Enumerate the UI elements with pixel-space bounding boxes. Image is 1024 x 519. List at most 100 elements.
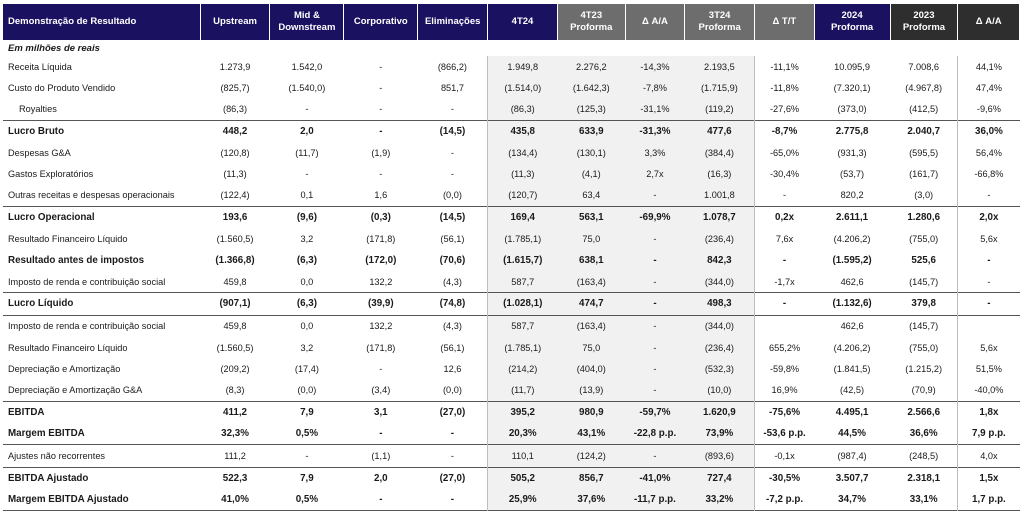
cell-value: (1.785,1) xyxy=(487,228,558,250)
cell-value: 980,9 xyxy=(557,401,626,424)
cell-value: (1,1) xyxy=(371,450,391,461)
cell-value: - xyxy=(625,358,685,380)
cell-value: -31,3% xyxy=(625,120,685,143)
cell-value: (122,4) xyxy=(220,190,250,201)
cell-value: (14,5) xyxy=(439,212,466,224)
cell-value: 7.008,6 xyxy=(908,61,939,72)
cell-value: (412,5) xyxy=(909,104,939,115)
cell-value: -9,6% xyxy=(957,98,1020,121)
cell-value: 2,0 xyxy=(374,472,388,484)
cell-value: (70,9) xyxy=(911,385,936,396)
cell-value: 4.495,1 xyxy=(835,406,869,418)
cell-value: 2,0 xyxy=(300,126,314,138)
cell-value: (214,2) xyxy=(487,358,558,380)
cell-value: (0,0) xyxy=(297,385,317,396)
cell-value: 63,4 xyxy=(557,184,626,207)
cell-value: (1.215,2) xyxy=(905,363,943,374)
cell-value: (248,5) xyxy=(909,450,939,461)
cell-value: - xyxy=(957,249,1020,271)
cell-value: 727,4 xyxy=(684,467,755,489)
header-col: Upstream xyxy=(200,4,271,40)
cell-value: -7,2 p.p. xyxy=(754,488,815,511)
table-row: Resultado Financeiro Líquido (1.560,5) 3,2… xyxy=(3,336,1020,359)
cell-value: 525,6 xyxy=(911,254,936,266)
cell-value: (1.560,5) xyxy=(216,342,254,353)
cell-value: (10,0) xyxy=(684,379,755,402)
row-label: Imposto de renda e contribuição social xyxy=(8,321,166,332)
table-row: Despesas G&A (120,8) (11,7) (1,9) - (134,4) (1… xyxy=(3,142,1020,164)
row-label: Outras receitas e despesas operacionais xyxy=(8,190,175,201)
cell-value: -59,7% xyxy=(625,401,685,424)
cell-value: 0,0 xyxy=(300,276,314,287)
cell-value: - xyxy=(379,494,383,506)
cell-value: 16,9% xyxy=(754,379,815,402)
cell-value: 2,7x xyxy=(625,163,685,185)
cell-value: (209,2) xyxy=(220,363,250,374)
cell-value: 462,6 xyxy=(840,276,864,287)
cell-value: (53,7) xyxy=(840,169,865,180)
cell-value: (755,0) xyxy=(909,342,939,353)
cell-value: - xyxy=(450,104,454,115)
cell-value: 7,9 xyxy=(300,472,314,484)
table-body: Em milhões de reais Receita Líquida 1.273… xyxy=(3,40,1020,511)
table-row: Receita Líquida 1.273,9 1.542,0 - (866,2) 1.9… xyxy=(3,56,1020,78)
header-col: Corporativo xyxy=(343,4,419,40)
cell-value: 7,6x xyxy=(754,228,815,250)
cell-value: (3,0) xyxy=(914,190,934,201)
cell-value: - xyxy=(450,169,454,180)
cell-value: -30,4% xyxy=(754,163,815,185)
cell-value xyxy=(957,315,1020,337)
row-label: Margem EBITDA xyxy=(8,428,85,440)
cell-value: (987,4) xyxy=(837,450,867,461)
cell-value: - xyxy=(957,184,1020,207)
table-row: Imposto de renda e contribuição social 45… xyxy=(3,270,1020,293)
row-label: Ajustes não recorrentes xyxy=(8,450,106,461)
cell-value: (931,3) xyxy=(837,147,867,158)
cell-value: 498,3 xyxy=(684,292,755,316)
header-col: 2024 Proforma xyxy=(814,4,891,40)
cell-value: -65,0% xyxy=(754,142,815,164)
header-col: Δ A/A xyxy=(625,4,686,40)
table-row: Margem EBITDA 32,3% 0,5% - - 20,3% 43,1% -22,8 … xyxy=(3,423,1020,445)
row-label: EBITDA Ajustado xyxy=(8,472,89,484)
cell-value: 474,7 xyxy=(557,292,626,316)
cell-value: 1.001,8 xyxy=(684,184,755,207)
cell-value: (163,4) xyxy=(557,270,626,293)
cell-value: (14,5) xyxy=(439,126,466,138)
cell-value: (4,3) xyxy=(442,276,462,287)
cell-value: (27,0) xyxy=(439,406,466,418)
table-row: Lucro Operacional 193,6 (9,6) (0,3) (14,5) 16… xyxy=(3,206,1020,229)
cell-value: - xyxy=(379,363,383,374)
cell-value: (404,0) xyxy=(557,358,626,380)
cell-value: (1.028,1) xyxy=(487,292,558,316)
cell-value: 75,0 xyxy=(557,336,626,359)
row-label: Despesas G&A xyxy=(8,147,71,158)
cell-value: -66,8% xyxy=(957,163,1020,185)
cell-value: -27,6% xyxy=(754,98,815,121)
cell-value: -0,1x xyxy=(754,444,815,468)
cell-value: (86,3) xyxy=(223,104,248,115)
cell-value: (11,3) xyxy=(487,163,558,185)
cell-value: (236,4) xyxy=(684,228,755,250)
cell-value: -11,7 p.p. xyxy=(625,488,685,511)
cell-value: (163,4) xyxy=(557,315,626,337)
cell-value: 5,6x xyxy=(957,228,1020,250)
cell-value: 2.040,7 xyxy=(907,126,941,138)
cell-value: (236,4) xyxy=(684,336,755,359)
cell-value: 1.280,6 xyxy=(907,212,941,224)
cell-value: (171,8) xyxy=(366,234,396,245)
cell-value: - xyxy=(625,379,685,402)
cell-value: 1,7 p.p. xyxy=(957,488,1020,511)
cell-value: 7,9 p.p. xyxy=(957,423,1020,445)
cell-value: - xyxy=(305,169,309,180)
header-col: 4T24 xyxy=(487,4,558,40)
cell-value: 563,1 xyxy=(557,206,626,229)
cell-value: 7,9 xyxy=(300,406,314,418)
cell-value: - xyxy=(379,126,383,138)
cell-value: 395,2 xyxy=(487,401,558,424)
cell-value: - xyxy=(379,61,383,72)
cell-value: 51,5% xyxy=(957,358,1020,380)
cell-value: (161,7) xyxy=(909,169,939,180)
cell-value: 44,5% xyxy=(838,428,866,440)
cell-value: 379,8 xyxy=(911,298,936,310)
